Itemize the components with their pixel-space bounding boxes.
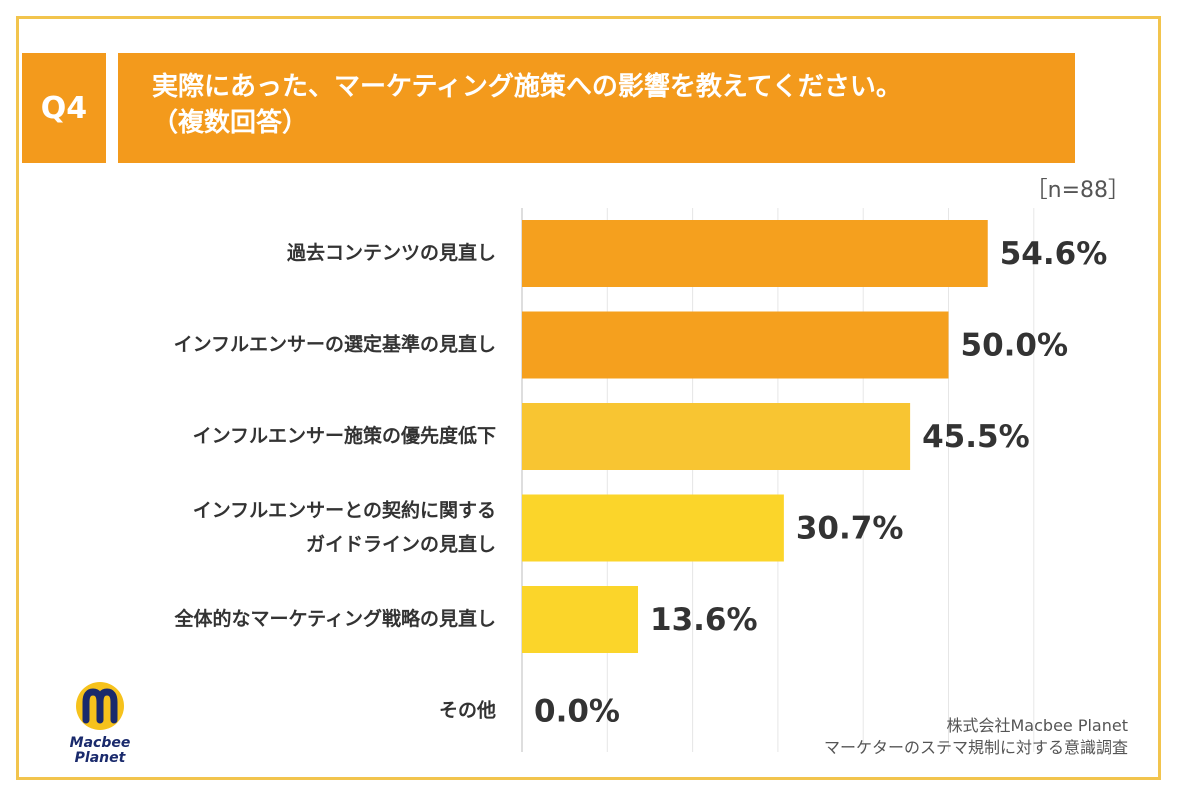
macbee-logo-icon [76, 682, 124, 730]
logo-text-planet: Planet [74, 750, 126, 766]
gridlines [521, 208, 1035, 752]
bar [522, 586, 639, 653]
macbee-logo: Macbee Planet [60, 680, 140, 766]
bar [522, 220, 988, 287]
question-title-line2: （複数回答） [152, 108, 309, 138]
value-label: 0.0% [534, 694, 620, 730]
category-label: インフルエンサーとの契約に関する [193, 499, 496, 522]
question-title-line1: 実際にあった、マーケティング施策への影響を教えてください。 [152, 72, 902, 102]
category-label: その他 [439, 699, 496, 722]
category-labels: 過去コンテンツの見直しインフルエンサーの選定基準の見直しインフルエンサー施策の優… [174, 241, 496, 722]
logo-text-macbee: Macbee [69, 735, 131, 751]
question-title: 実際にあった、マーケティング施策への影響を教えてください。 （複数回答） [118, 53, 1075, 163]
bar [522, 311, 949, 379]
value-label: 45.5% [922, 419, 1030, 455]
value-labels: 54.6% 50.0% 45.5% 30.7% 13.6% 0.0% [534, 236, 1107, 730]
bar [522, 403, 911, 470]
category-label: ガイドラインの見直し [306, 533, 496, 556]
value-label: 30.7% [796, 511, 904, 547]
bar [522, 494, 784, 562]
bars [522, 220, 988, 653]
source-credit: 株式会社Macbee Planet マーケターのステマ規制に対する意識調査 [824, 715, 1128, 759]
credit-company: 株式会社Macbee Planet [946, 716, 1129, 735]
credit-survey: マーケターのステマ規制に対する意識調査 [823, 738, 1128, 757]
category-label: インフルエンサー施策の優先度低下 [193, 424, 496, 447]
question-badge: Q4 [22, 53, 106, 163]
value-label: 50.0% [961, 328, 1069, 364]
category-label: インフルエンサーの選定基準の見直し [174, 333, 496, 356]
category-label: 過去コンテンツの見直し [287, 241, 496, 264]
category-label: 全体的なマーケティング戦略の見直し [174, 607, 496, 630]
value-label: 54.6% [1000, 236, 1108, 272]
value-label: 13.6% [650, 602, 758, 638]
sample-size-label: ［n=88］ [1025, 178, 1130, 203]
